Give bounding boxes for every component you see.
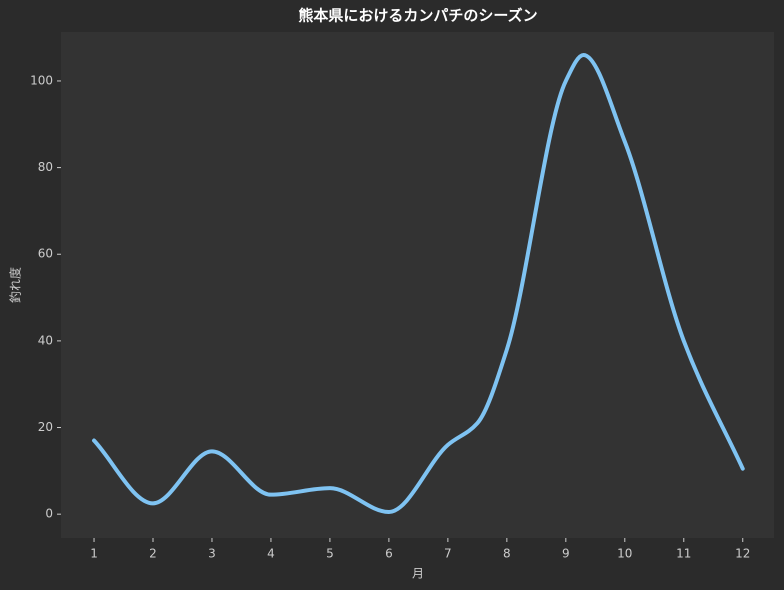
x-tick-label: 4	[267, 547, 275, 561]
x-tick-label: 1	[90, 547, 98, 561]
x-tick-label: 5	[326, 547, 334, 561]
y-tick-label: 0	[45, 507, 53, 521]
line	[92, 52, 745, 515]
x-tick-label: 9	[562, 547, 570, 561]
y-tick-label: 100	[30, 73, 53, 87]
x-tick-label: 7	[444, 547, 452, 561]
y-tick-label: 60	[38, 247, 53, 261]
y-axis-label: 釣れ度	[8, 267, 23, 303]
y-tick-label: 40	[38, 333, 53, 347]
x-tick-label: 6	[385, 547, 393, 561]
x-tick-label: 3	[208, 547, 216, 561]
x-tick-label: 11	[676, 547, 691, 561]
x-tick-label: 8	[503, 547, 511, 561]
plot-area	[61, 32, 774, 538]
x-tick-label: 10	[617, 547, 632, 561]
y-tick-label: 80	[38, 160, 53, 174]
chart-title: 熊本県におけるカンパチのシーズン	[298, 7, 537, 25]
x-tick-label: 12	[735, 547, 750, 561]
x-axis-label: 月	[412, 567, 424, 581]
y-tick-label: 20	[38, 420, 53, 434]
x-tick-label: 2	[149, 547, 157, 561]
